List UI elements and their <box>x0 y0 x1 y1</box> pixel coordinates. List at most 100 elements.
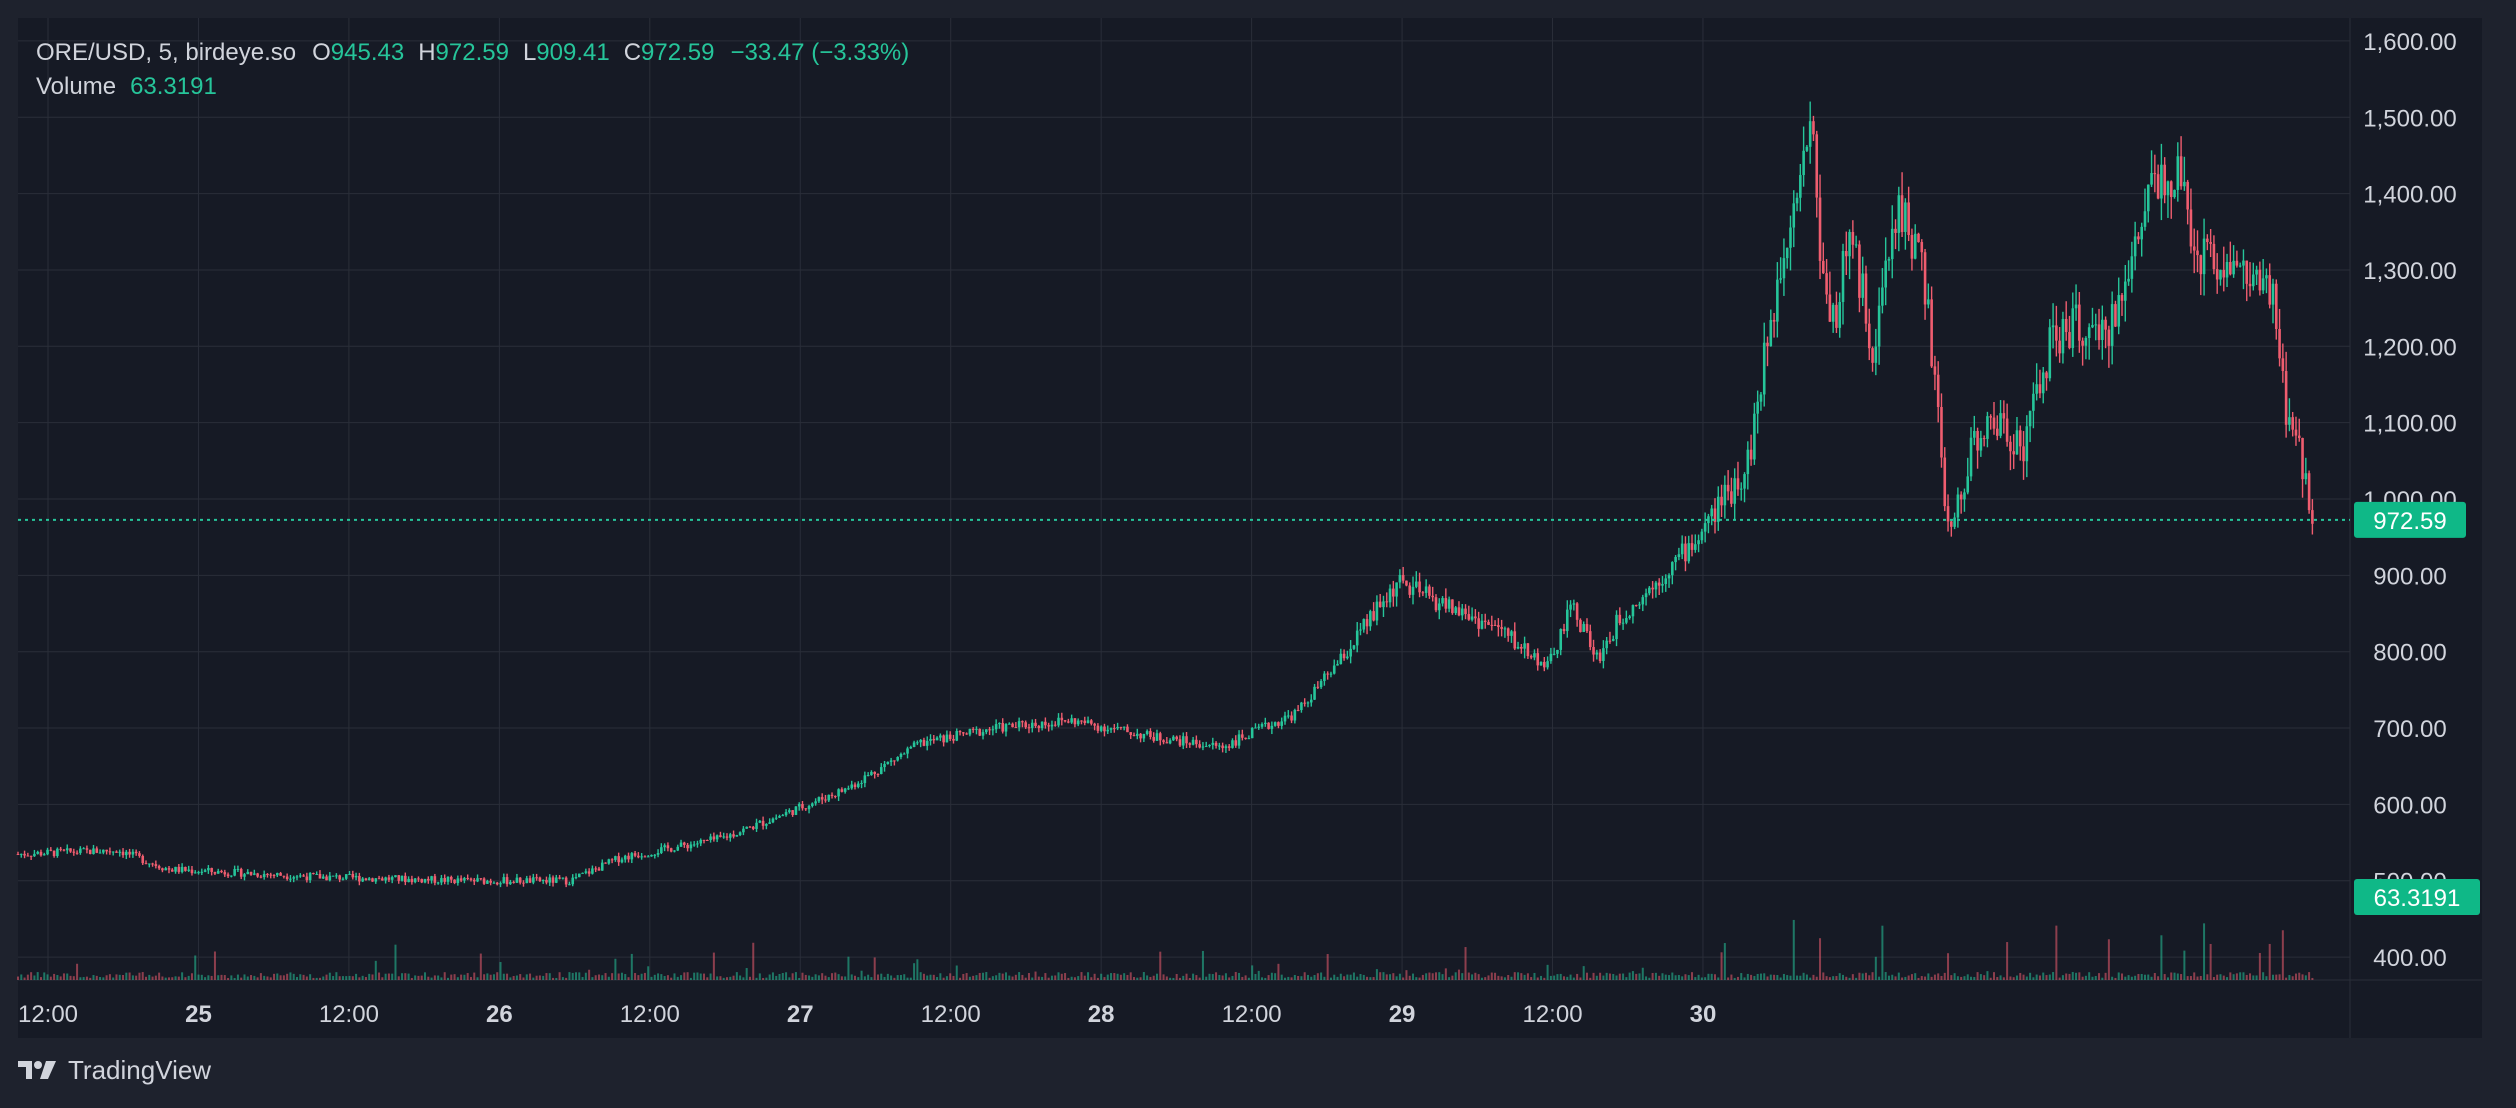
candle-body <box>1854 244 1858 246</box>
candle-body <box>2133 236 2137 257</box>
candle-body <box>1776 279 1779 322</box>
candle-body <box>1480 620 1484 629</box>
volume-bar <box>1261 977 1264 980</box>
volume-bar <box>565 977 568 980</box>
candle-body <box>571 877 575 885</box>
volume-bar <box>1224 973 1227 980</box>
volume-label[interactable]: Volume <box>36 73 117 100</box>
candle-body <box>1703 523 1707 532</box>
volume-bar <box>479 953 482 980</box>
candle-body <box>230 875 233 877</box>
volume-bar <box>161 976 164 980</box>
candle-body <box>1756 401 1759 414</box>
candle-body <box>1884 260 1887 288</box>
volume-bar <box>561 977 564 980</box>
candle-body <box>978 728 982 736</box>
volume-bar <box>2242 972 2245 980</box>
candle-body <box>2252 274 2255 287</box>
volume-bar <box>1720 952 1723 980</box>
candle-body <box>1021 721 1024 723</box>
volume-bar <box>1838 973 1841 980</box>
volume-bar <box>624 974 627 980</box>
volume-bar <box>1001 973 1004 980</box>
candle-body <box>745 826 748 829</box>
volume-bar <box>748 976 751 980</box>
volume-bar <box>706 977 709 980</box>
volume-bar <box>1684 974 1687 980</box>
volume-bar <box>1884 972 1887 980</box>
volume-bar <box>1635 973 1638 980</box>
volume-bar <box>1805 974 1808 980</box>
volume-bar <box>903 974 906 980</box>
candle-body <box>617 856 620 863</box>
candle-body <box>509 881 512 885</box>
volume-bar <box>1933 974 1936 980</box>
volume-bar <box>1251 965 1254 980</box>
volume-bar <box>653 974 656 980</box>
volume-bar <box>1599 972 1602 980</box>
candle-body <box>893 760 896 762</box>
candle-body <box>2084 337 2088 346</box>
volume-bar <box>837 974 840 980</box>
candle-body <box>2235 260 2239 266</box>
x-tick-label: 26 <box>486 1001 513 1028</box>
volume-bar <box>243 974 246 980</box>
candle-body <box>29 855 33 857</box>
volume-bar <box>1352 972 1355 980</box>
candle-body <box>1516 646 1520 649</box>
volume-bar <box>2153 972 2156 980</box>
volume-bar <box>1270 972 1273 980</box>
candle-body <box>1467 614 1471 620</box>
volume-bar <box>1786 975 1789 980</box>
candle-body <box>1608 640 1612 642</box>
candle-body <box>207 868 210 871</box>
symbol-label[interactable]: ORE/USD, 5, birdeye.so <box>36 39 297 66</box>
volume-bar <box>1513 972 1516 980</box>
volume-bar <box>1480 977 1483 980</box>
candle-body <box>1867 323 1871 349</box>
tradingview-footer[interactable]: TradingView <box>18 1055 211 1086</box>
volume-bar <box>1579 977 1582 980</box>
candle-body <box>778 816 781 818</box>
candle-body <box>246 871 250 875</box>
candle-body <box>525 878 529 884</box>
candle-body <box>962 732 965 734</box>
volume-bar <box>2216 974 2219 980</box>
volume-bar <box>2022 974 2025 980</box>
candle-body <box>1762 342 1766 395</box>
candle-body <box>879 767 883 775</box>
volume-bar <box>1956 976 1959 980</box>
volume-bar <box>2278 974 2281 980</box>
candle-body <box>2130 256 2134 279</box>
candle-body <box>696 843 699 845</box>
candle-body <box>676 846 680 851</box>
candle-body <box>866 775 870 777</box>
candle-body <box>555 877 558 883</box>
candle-body <box>610 859 614 861</box>
candle-body <box>449 876 453 880</box>
candle-body <box>1946 506 1950 522</box>
candle-body <box>69 848 72 852</box>
candle-body <box>203 870 207 872</box>
candle-body <box>1799 175 1802 198</box>
candle-body <box>633 853 637 856</box>
candle-body <box>2012 451 2015 455</box>
candle-body <box>2068 332 2071 348</box>
candle-body <box>1063 720 1067 722</box>
volume-bar <box>2009 976 2012 980</box>
volume-bar <box>1490 972 1493 980</box>
volume-bar <box>942 977 945 980</box>
volume-bar <box>1648 977 1651 980</box>
volume-bar <box>893 977 896 980</box>
volume-bar <box>1618 973 1621 980</box>
volume-bar <box>1195 975 1198 980</box>
candle-body <box>243 874 246 877</box>
candle-body <box>79 848 82 853</box>
volume-bar <box>1310 976 1313 980</box>
candle-body <box>2258 269 2262 291</box>
volume-bar <box>79 977 82 980</box>
candle-body <box>1822 260 1825 274</box>
candle-body <box>1017 721 1021 728</box>
candle-body <box>2009 441 2012 452</box>
